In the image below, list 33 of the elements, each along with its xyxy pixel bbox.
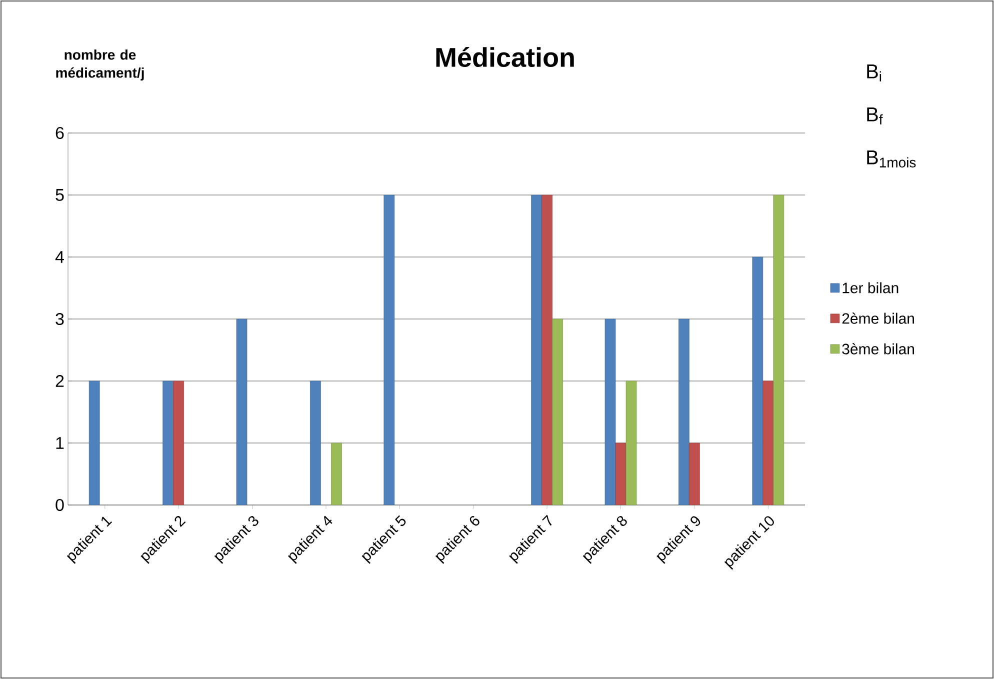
- y-axis-title: nombre de médicament/j: [56, 49, 144, 81]
- legend-label: 1er bilan: [842, 282, 898, 294]
- text: B$_{1mois}$: [867, 150, 916, 168]
- bar: [552, 318, 563, 505]
- y-tick-label: 5: [56, 189, 64, 201]
- y-tick-label: 4: [55, 251, 64, 263]
- y-tick-label: 3: [56, 312, 64, 326]
- bar: [689, 442, 700, 505]
- bar: [752, 256, 764, 505]
- bar: [531, 194, 542, 505]
- y-tick-label: 0: [56, 498, 64, 512]
- text: B$_{i}$: [867, 64, 882, 82]
- bar: [173, 380, 184, 505]
- bar: [615, 442, 626, 505]
- y-tick-label: 6: [56, 126, 64, 140]
- y-tick-label: 1: [56, 437, 64, 449]
- chart-title: Médication: [436, 46, 574, 68]
- bar: [88, 380, 100, 505]
- legend-label: 2ème bilan: [842, 312, 914, 324]
- bar: [384, 194, 395, 505]
- legend-label: 3ème bilan: [842, 343, 914, 354]
- bar: [310, 380, 321, 505]
- bar: [542, 194, 552, 505]
- y-tick-label: 2: [56, 375, 64, 387]
- bar: [773, 194, 784, 505]
- bar: [331, 442, 342, 505]
- text: B$_{f}$: [867, 108, 883, 124]
- bar: [678, 318, 690, 505]
- bar: [604, 318, 616, 505]
- bar: [236, 318, 248, 505]
- bar: [762, 380, 774, 505]
- bar: [626, 380, 637, 505]
- bar: [162, 380, 174, 505]
